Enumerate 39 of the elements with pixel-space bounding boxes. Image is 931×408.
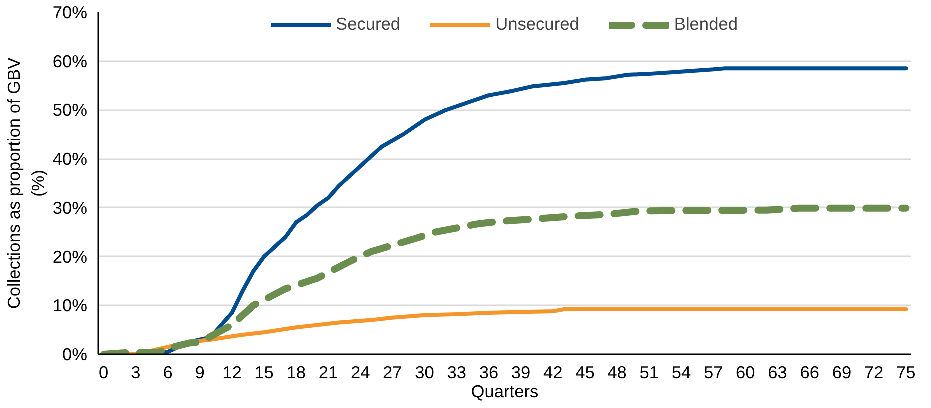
x-tick-label: 33 [447,362,467,382]
x-tick-label: 0 [99,362,109,382]
x-tick-label: 60 [736,362,756,382]
y-tick-label: 0% [62,344,88,364]
y-tick-label: 60% [52,51,88,72]
x-tick-label: 57 [704,362,724,382]
x-tick-label: 3 [131,362,141,382]
y-axis-title: Collections as proportion of GBV (%) [4,57,48,310]
x-tick-label: 45 [576,362,595,382]
x-axis-title: Quarters [471,382,540,402]
x-tick-label: 21 [318,362,338,382]
y-tick-label: 50% [52,100,88,120]
x-tick-label: 75 [896,362,916,382]
x-tick-label: 9 [195,362,205,382]
x-tick-label: 15 [254,362,274,382]
x-tick-label: 39 [511,362,531,382]
y-tick-label: 30% [52,198,88,218]
x-tick-label: 63 [768,362,788,382]
x-tick-label: 66 [800,362,820,382]
y-tick-label: 70% [52,2,88,22]
x-tick-label: 54 [672,362,692,382]
x-tick-label: 6 [163,362,173,382]
x-tick-label: 48 [608,362,627,382]
y-tick-label: 20% [52,246,88,267]
y-tick-label: 10% [52,296,88,316]
x-tick-label: 69 [832,362,852,382]
x-tick-label: 72 [864,362,884,382]
y-tick-label: 40% [52,149,88,170]
x-tick-label: 36 [479,362,499,382]
legend-label: Blended [674,14,738,35]
x-tick-label: 30 [415,362,434,382]
x-tick-label: 24 [350,362,371,382]
legend-label: Unsecured [496,14,580,35]
x-tick-label: 51 [640,362,660,382]
x-tick-label: 42 [544,362,563,382]
x-tick-label: 18 [286,362,306,382]
legend-label: Secured [336,14,401,35]
x-tick-label: 12 [222,362,242,382]
x-tick-label: 27 [383,362,402,382]
